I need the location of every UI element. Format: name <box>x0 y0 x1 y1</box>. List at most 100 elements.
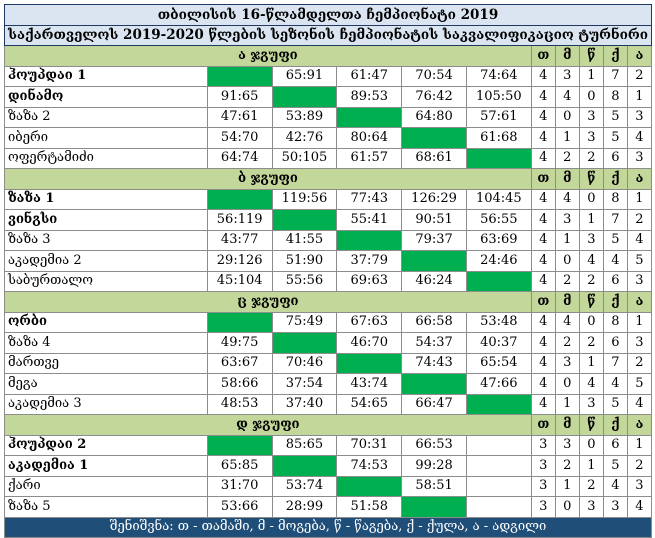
team-row: ზაზა 1 119:56 77:43 126:29 104:45 4 4 0 8 1 <box>4 188 653 210</box>
stat-cell: 4 <box>530 352 556 374</box>
team-name: დინამო <box>4 86 208 108</box>
stat-cell: 2 <box>554 147 580 169</box>
team-name: აკადემია 2 <box>4 250 208 272</box>
self-match-cell <box>336 106 403 128</box>
score-cell: 42:76 <box>271 127 338 149</box>
stat-header: ქ <box>602 291 628 313</box>
stat-cell: 2 <box>626 65 653 87</box>
self-match-cell <box>401 373 467 395</box>
stat-header: ა <box>626 414 653 436</box>
group-header-row: ა ჯგუფი თ მ წ ქ ა <box>4 45 653 67</box>
score-cell: 63:67 <box>206 352 273 374</box>
team-row: ჰოუპდაი 2 85:65 70:31 66:53 3 3 0 6 1 <box>4 434 653 456</box>
score-cell: 75:49 <box>271 311 338 333</box>
stat-cell: 3 <box>626 475 653 497</box>
score-cell: 53:48 <box>465 311 532 333</box>
score-cell: 40:37 <box>465 332 532 354</box>
stat-cell: 0 <box>554 496 580 518</box>
stat-header: თ <box>530 45 556 67</box>
stat-cell: 3 <box>530 475 556 497</box>
stat-cell: 0 <box>578 86 604 108</box>
score-cell: 91:65 <box>206 86 273 108</box>
score-cell: 51:90 <box>271 250 338 272</box>
self-match-cell <box>465 393 532 415</box>
stat-cell: 4 <box>602 475 628 497</box>
score-cell: 76:42 <box>401 86 467 108</box>
score-cell: 105:50 <box>465 86 532 108</box>
score-cell: 61:68 <box>465 127 532 149</box>
score-cell: 54:70 <box>206 127 273 149</box>
stat-cell: 1 <box>578 352 604 374</box>
team-name: იბერი <box>4 127 208 149</box>
score-cell: 66:53 <box>401 434 467 456</box>
self-match-cell <box>206 188 273 210</box>
team-row: ვინგსი 56:119 55:41 90:51 56:55 4 3 1 7 2 <box>4 209 653 231</box>
score-cell: 53:74 <box>271 475 338 497</box>
stat-header: წ <box>578 168 604 190</box>
team-name: ჰოუპდაი 1 <box>4 65 208 87</box>
stat-cell: 8 <box>602 86 628 108</box>
stat-cell: 2 <box>626 209 653 231</box>
group-header-row: ბ ჯგუფი თ მ წ ქ ა <box>4 168 653 190</box>
score-cell: 79:37 <box>401 229 467 251</box>
score-cell: 65:85 <box>206 455 273 477</box>
score-cell: 31:70 <box>206 475 273 497</box>
score-cell: 57:61 <box>465 106 532 128</box>
stat-cell: 1 <box>626 434 653 456</box>
stat-cell: 1 <box>578 209 604 231</box>
stat-header: ა <box>626 45 653 67</box>
score-cell: 58:51 <box>401 475 467 497</box>
stat-cell: 3 <box>554 434 580 456</box>
score-cell: 74:64 <box>465 65 532 87</box>
stat-cell: 0 <box>554 373 580 395</box>
stat-cell: 4 <box>530 147 556 169</box>
group-header-row: ც ჯგუფი თ მ წ ქ ა <box>4 291 653 313</box>
stat-cell: 3 <box>578 229 604 251</box>
score-cell: 41:55 <box>271 229 338 251</box>
team-row: ზაზა 2 47:61 53:89 64:80 57:61 4 0 3 5 3 <box>4 106 653 128</box>
team-row: მართვე 63:67 70:46 74:43 65:54 4 3 1 7 2 <box>4 352 653 374</box>
stat-cell: 6 <box>602 434 628 456</box>
self-match-cell <box>401 127 467 149</box>
stat-header: თ <box>530 414 556 436</box>
stat-cell: 7 <box>602 209 628 231</box>
stat-cell: 4 <box>530 65 556 87</box>
group-header-row: დ ჯგუფი თ მ წ ქ ა <box>4 414 653 436</box>
stat-cell: 0 <box>578 188 604 210</box>
self-match-cell <box>465 147 532 169</box>
stat-header: მ <box>554 168 580 190</box>
stat-cell: 1 <box>554 229 580 251</box>
score-cell: 49:75 <box>206 332 273 354</box>
team-row: ზაზა 5 53:66 28:99 51:58 3 0 3 3 4 <box>4 496 653 518</box>
score-cell: 46:24 <box>401 270 467 292</box>
team-row: აკადემია 3 48:53 37:40 54:65 66:47 4 1 3 5 4 <box>4 393 653 415</box>
stat-cell: 3 <box>578 393 604 415</box>
stat-cell: 3 <box>626 147 653 169</box>
footer-row: შენიშვნა: თ - თამაში, მ - მოგება, წ - წა… <box>3 516 653 538</box>
group-name: დ ჯგუფი <box>4 414 532 436</box>
score-cell: 99:28 <box>401 455 467 477</box>
stat-cell: 6 <box>602 332 628 354</box>
score-cell: 53:89 <box>271 106 338 128</box>
score-cell: 65:91 <box>271 65 338 87</box>
score-cell: 28:99 <box>271 496 338 518</box>
stat-cell: 4 <box>554 86 580 108</box>
stat-cell: 2 <box>578 332 604 354</box>
stat-cell: 0 <box>554 250 580 272</box>
stat-header: წ <box>578 414 604 436</box>
stat-cell: 6 <box>602 147 628 169</box>
self-match-cell <box>336 229 403 251</box>
stat-header: ა <box>626 168 653 190</box>
stat-cell: 0 <box>578 434 604 456</box>
stat-cell: 7 <box>602 65 628 87</box>
score-cell: 43:77 <box>206 229 273 251</box>
stat-header: თ <box>530 168 556 190</box>
self-match-cell <box>271 209 338 231</box>
stat-cell: 5 <box>602 455 628 477</box>
stat-cell: 4 <box>530 127 556 149</box>
stat-cell: 4 <box>626 393 653 415</box>
score-cell: 55:56 <box>271 270 338 292</box>
self-match-cell <box>401 250 467 272</box>
stat-header: ა <box>626 291 653 313</box>
stat-cell: 1 <box>626 188 653 210</box>
